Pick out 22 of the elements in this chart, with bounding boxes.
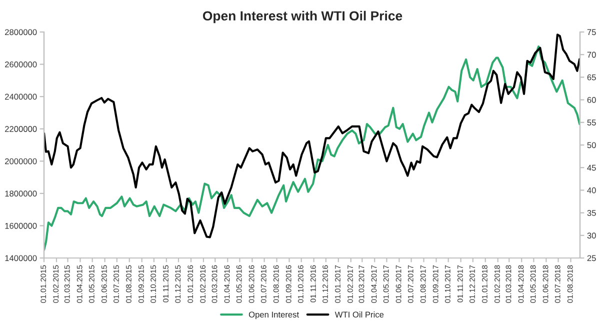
y-tick-label: 1400000 [5,255,37,262]
y-tick-label: 2400000 [5,94,37,100]
y2-tick-label: 30 [587,232,596,238]
y2-tick-label: 65 [587,74,596,80]
legend-label: WTI Oil Price [334,311,384,318]
y-tick-label: 2200000 [5,126,37,132]
y2-tick-label: 50 [587,142,596,148]
y2-tick-label: 75 [587,29,596,36]
y2-tick-label: 70 [587,52,596,58]
y2-tick-label: 40 [587,187,596,194]
y2-tick-label: 45 [587,164,596,171]
y2-tick-label: 55 [587,120,596,126]
y-tick-label: 1600000 [5,222,37,229]
y2-tick-label: 60 [587,97,596,103]
y-tick-label: 2600000 [5,61,37,68]
y-tick-label: 1800000 [5,190,37,197]
y-tick-label: 2000000 [5,158,37,164]
y2-tick-label: 35 [587,210,596,216]
y-tick-label: 2800000 [5,29,37,36]
y2-tick-label: 25 [587,255,596,262]
chart-title: Open Interest with WTI Oil Price [202,10,402,24]
legend-label: Open Interest [248,312,299,320]
